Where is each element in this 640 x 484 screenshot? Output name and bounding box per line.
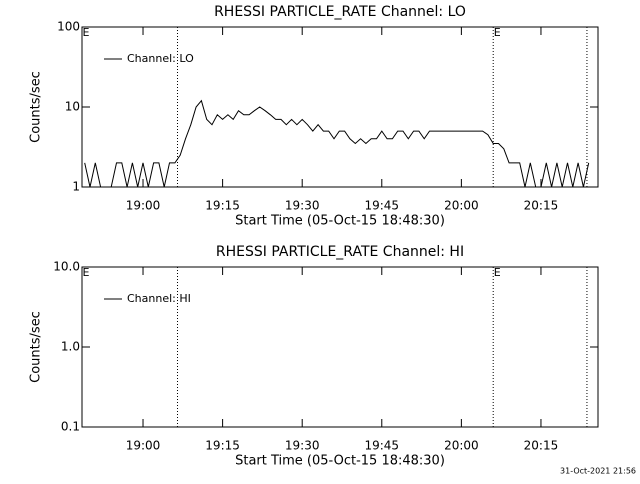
y-tick-label: 100	[57, 20, 80, 34]
y-tick-label: 0.1	[61, 420, 80, 434]
x-tick-label: 19:45	[364, 199, 399, 213]
y-axis-label: Counts/sec	[29, 71, 44, 143]
flag-label: E	[83, 266, 90, 279]
y-tick-label: 1	[72, 180, 80, 194]
x-tick-label: 19:15	[205, 199, 240, 213]
y-tick-label: 10	[65, 100, 80, 114]
x-tick-label: 19:45	[364, 439, 399, 453]
x-tick-label: 20:15	[524, 199, 559, 213]
data-line	[84, 99, 590, 188]
flag-label: E	[494, 266, 501, 279]
plot-frame	[81, 266, 599, 428]
y-tick-label: 1.0	[61, 340, 80, 354]
x-tick-label: 19:00	[126, 439, 161, 453]
legend-label: Channel: HI	[127, 292, 191, 305]
chart-title: RHESSI PARTICLE_RATE Channel: LO	[214, 4, 466, 20]
flag-label: E	[83, 26, 90, 39]
x-tick-label: 20:00	[444, 199, 479, 213]
footer-timestamp: 31-Oct-2021 21:56	[560, 467, 636, 476]
flag-label: E	[494, 26, 501, 39]
y-tick-label: 10.0	[53, 260, 80, 274]
x-tick-label: 19:30	[285, 439, 320, 453]
legend-label: Channel: LO	[127, 52, 194, 65]
x-tick-label: 20:00	[444, 439, 479, 453]
x-tick-label: 19:15	[205, 439, 240, 453]
x-axis-label: Start Time (05-Oct-15 18:48:30)	[235, 454, 445, 469]
x-tick-label: 19:00	[126, 199, 161, 213]
x-tick-label: 20:15	[524, 439, 559, 453]
chart-title: RHESSI PARTICLE_RATE Channel: HI	[216, 244, 464, 260]
y-axis-label: Counts/sec	[29, 311, 44, 383]
x-tick-label: 19:30	[285, 199, 320, 213]
x-axis-label: Start Time (05-Oct-15 18:48:30)	[235, 214, 445, 229]
